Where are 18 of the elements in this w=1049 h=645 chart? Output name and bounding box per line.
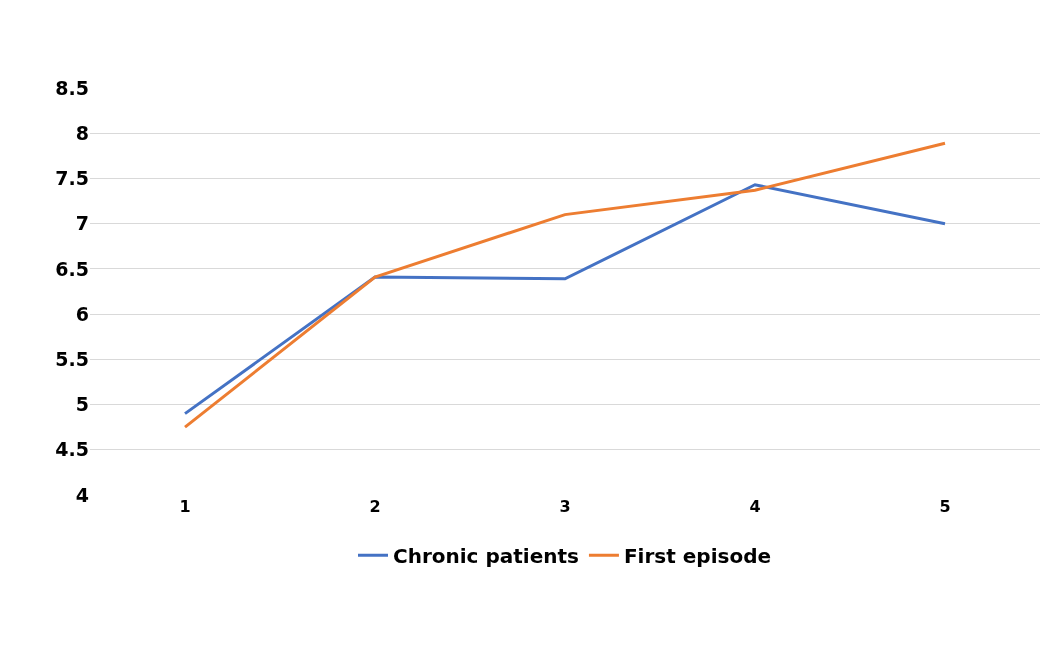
- x-tick-label: 1: [179, 497, 191, 516]
- line-series: [183, 183, 947, 416]
- x-tick-label: 4: [749, 497, 761, 516]
- y-tick-label: 6: [75, 302, 89, 325]
- y-tick-label: 7.5: [55, 167, 89, 190]
- x-tick-label: 2: [369, 497, 381, 516]
- y-tick-label: 6.5: [55, 257, 89, 280]
- x-tick-label: 5: [939, 497, 951, 516]
- x-tick-label: 3: [559, 497, 571, 516]
- y-tick-label: 4.5: [55, 438, 89, 461]
- y-tick-label: 7: [75, 212, 89, 235]
- y-tick-label: 5: [75, 393, 89, 416]
- legend-label: Chronic patients: [393, 544, 579, 568]
- y-tick-label: 8: [75, 121, 89, 144]
- legend-label: First episode: [623, 544, 772, 568]
- y-tick-label: 8.5: [55, 76, 89, 99]
- line-series: [183, 141, 947, 429]
- y-tick-label: 5.5: [55, 347, 89, 370]
